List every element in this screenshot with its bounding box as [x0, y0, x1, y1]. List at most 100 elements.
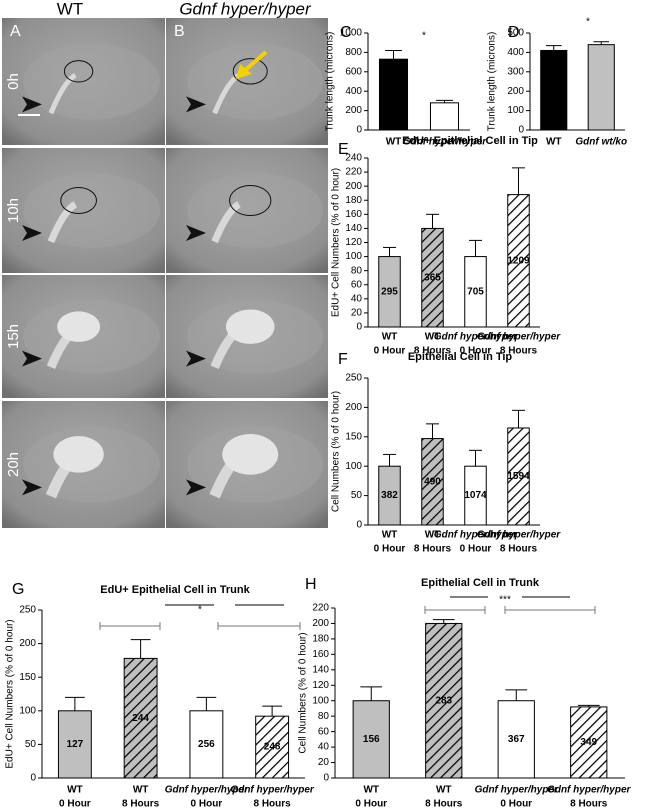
x-tick-label: Gdnf hyper/hyper [434, 332, 518, 343]
bar [425, 622, 463, 779]
tissue [187, 173, 324, 248]
y-tick-label: 60 [318, 726, 330, 737]
bar [421, 438, 444, 526]
x-tick-sublabel: 8 Hours [500, 544, 538, 555]
x-tick-sublabel: 0 Hour [460, 544, 492, 555]
bar-label: 244 [132, 713, 149, 724]
y-tick-label: 100 [507, 105, 524, 116]
bar [507, 427, 530, 526]
bar-label: 1209 [507, 255, 530, 266]
row-label: 0h [5, 73, 22, 90]
chart-title: Epithelial Cell in Trunk [421, 577, 540, 589]
x-tick-label: Gdnf hyper/hyper [475, 785, 559, 796]
arrowhead [22, 225, 42, 241]
panel-letter: H [305, 576, 317, 593]
x-tick-sublabel: 0 Hour [374, 346, 406, 357]
y-tick-label: 120 [312, 680, 329, 691]
y-tick-label: 140 [312, 664, 329, 675]
arrowhead [22, 479, 42, 496]
x-tick-sublabel: 0 Hour [500, 799, 532, 810]
bar [352, 700, 390, 779]
y-axis-label: Trunk length (microns) [487, 32, 498, 132]
tip [232, 58, 268, 85]
bar-label: 127 [67, 739, 84, 750]
bar [421, 227, 444, 328]
bar-label: 256 [198, 739, 215, 750]
y-tick-label: 0 [356, 322, 362, 333]
y-tick-label: 200 [507, 86, 524, 97]
y-tick-label: 40 [351, 293, 363, 304]
column-header: Gdnf hyper/hyper [179, 0, 312, 18]
y-tick-label: 180 [312, 634, 329, 645]
bar [464, 465, 487, 526]
y-tick-label: 240 [345, 153, 362, 164]
y-tick-label: 800 [345, 47, 362, 58]
arrowhead [186, 225, 206, 241]
y-tick-label: 100 [345, 461, 362, 472]
bar [378, 58, 409, 131]
x-tick-sublabel: 8 Hours [425, 799, 463, 810]
y-tick-label: 300 [507, 66, 524, 77]
y-tick-label: 50 [351, 490, 363, 501]
chart-title: Epithelial Cell in Tip [408, 351, 513, 363]
x-tick-sublabel: 8 Hours [414, 544, 452, 555]
ureteric-bud [48, 72, 77, 115]
tip [63, 60, 94, 83]
bar [255, 715, 290, 779]
x-tick-label: WT [425, 332, 441, 343]
bar-label: 367 [508, 734, 525, 745]
x-tick-label: WT [546, 137, 562, 148]
bar-label: 283 [435, 695, 452, 706]
y-tick-label: 150 [19, 672, 36, 683]
bar-label: 705 [467, 286, 484, 297]
bar-label: 295 [381, 286, 398, 297]
x-tick-sublabel: 0 Hour [374, 544, 406, 555]
significance: * [422, 31, 426, 42]
x-tick-sublabel: 0 Hour [59, 799, 91, 810]
y-tick-label: 80 [318, 711, 330, 722]
x-tick-label: Gdnf hyper/hyper [230, 785, 314, 796]
x-tick-label: WT [133, 785, 149, 796]
y-axis-label: Cell Numbers (% of 0 hour) [331, 391, 342, 512]
chart-title: EdU+ Epithelial Cell in Tip [402, 135, 538, 147]
y-tick-label: 60 [351, 279, 363, 290]
yellow-arrowhead [236, 64, 252, 79]
y-tick-label: 80 [351, 265, 363, 276]
y-tick-label: 180 [345, 195, 362, 206]
y-tick-label: 160 [312, 649, 329, 660]
bar-label: 349 [580, 737, 597, 748]
tip [222, 434, 279, 475]
bar [497, 700, 535, 779]
bar-label: 156 [363, 734, 380, 745]
bar [57, 710, 92, 779]
y-axis-label: EdU+ Cell Numbers (% of 0 hour) [331, 168, 342, 317]
row-label: 10h [5, 198, 22, 223]
bar [378, 465, 401, 526]
tip [225, 309, 275, 344]
tip [229, 185, 272, 216]
y-tick-label: 500 [507, 28, 524, 39]
y-tick-label: 250 [19, 605, 36, 616]
tissue [23, 43, 161, 120]
x-tick-label: Gdnf hyper/hyper [434, 530, 518, 541]
y-tick-label: 200 [312, 618, 329, 629]
bar [189, 710, 224, 779]
y-tick-label: 0 [356, 125, 362, 136]
y-tick-label: 0 [323, 773, 329, 784]
x-tick-sublabel: 0 Hour [191, 799, 223, 810]
x-tick-label: WT [382, 530, 398, 541]
y-tick-label: 20 [318, 757, 330, 768]
bar [464, 256, 487, 328]
x-tick-sublabel: 0 Hour [355, 799, 387, 810]
bar-label: 1074 [464, 490, 487, 501]
panel-letter: A [10, 23, 21, 40]
chart-title: EdU+ Epithelial Cell in Trunk [100, 584, 250, 596]
y-tick-label: 0 [518, 125, 524, 136]
y-tick-label: 220 [345, 167, 362, 178]
bar-label: 382 [381, 490, 398, 501]
panel-letter: F [338, 351, 348, 368]
y-tick-label: 100 [312, 695, 329, 706]
panel-letter: C [340, 24, 352, 41]
bar [507, 194, 530, 328]
